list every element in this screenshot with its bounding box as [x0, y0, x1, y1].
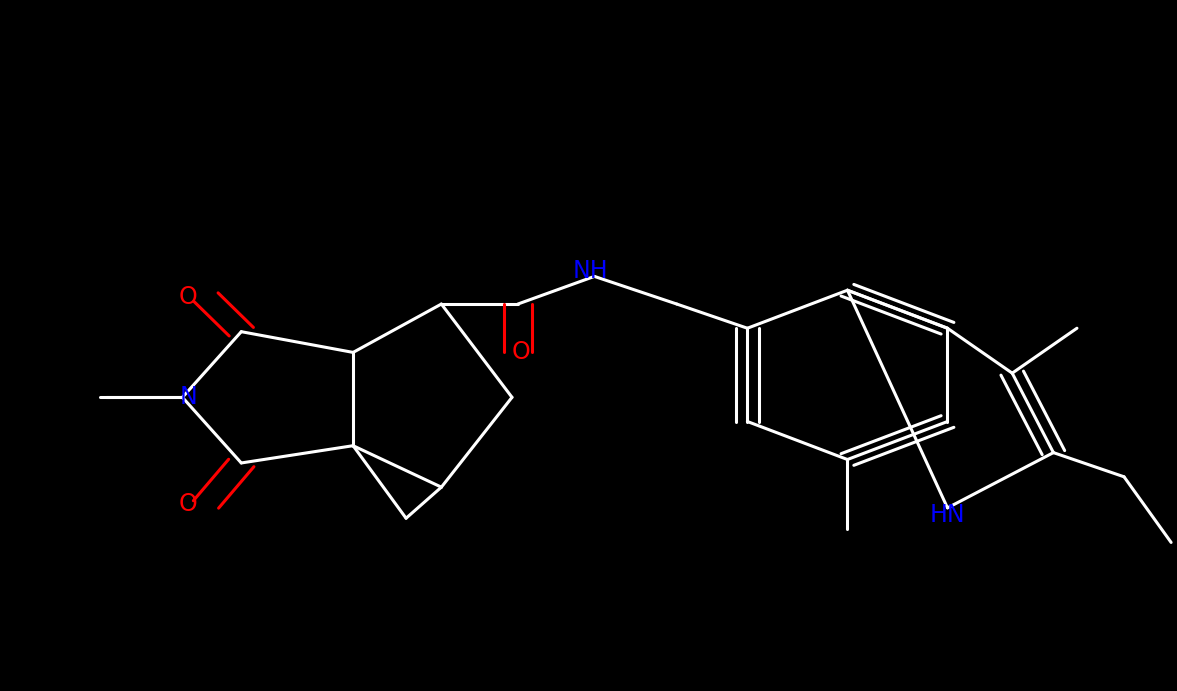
Text: NH: NH — [573, 259, 609, 283]
Text: O: O — [512, 341, 531, 364]
Text: N: N — [179, 386, 198, 409]
Text: O: O — [179, 285, 198, 309]
Text: O: O — [179, 493, 198, 516]
Text: HN: HN — [930, 503, 965, 527]
